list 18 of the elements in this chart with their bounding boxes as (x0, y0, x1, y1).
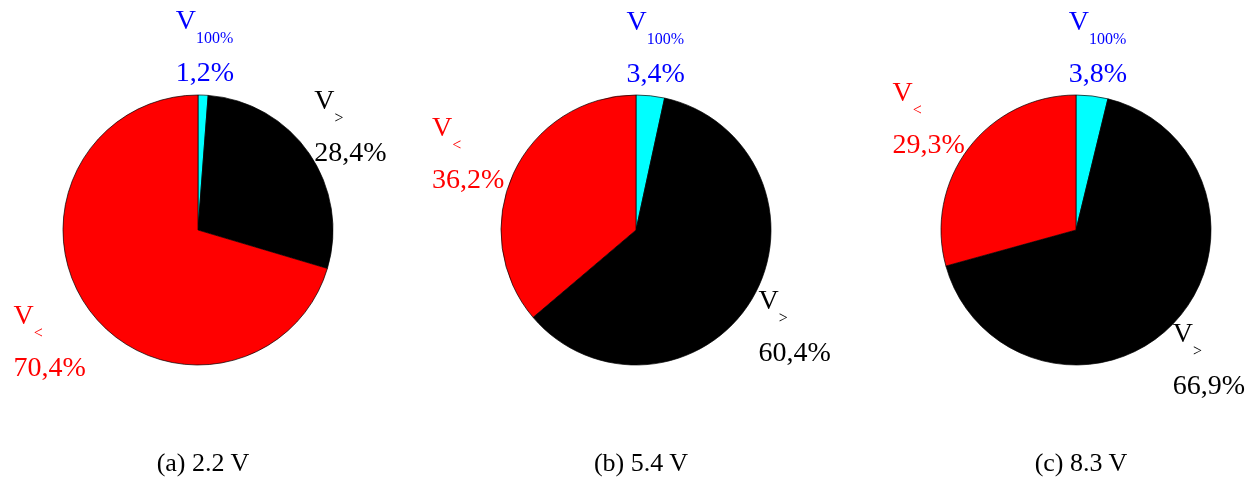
data-label: 1,2% (175, 55, 235, 87)
slice-label: V> (1172, 317, 1202, 360)
data-label: 66,9% (1172, 369, 1246, 401)
slice-label: V> (314, 83, 344, 126)
data-label: 28,4% (314, 135, 387, 167)
data-label: 36,2% (431, 162, 505, 194)
data-label: 29,3% (892, 128, 965, 160)
slice-label: V< (13, 299, 43, 342)
text: (c) 8.3 V (1034, 447, 1128, 477)
text: (a) 2.2 V (156, 447, 250, 477)
data-label: 60,4% (758, 335, 831, 367)
data-label: 3,8% (1068, 56, 1128, 88)
slice-label: V> (758, 283, 788, 326)
slice-label: V< (892, 76, 922, 119)
text: (b) 5.4 V (593, 447, 689, 477)
data-label: 3,4% (626, 56, 685, 88)
data-label: 70,4% (13, 351, 86, 383)
slice-label: V< (431, 110, 462, 153)
